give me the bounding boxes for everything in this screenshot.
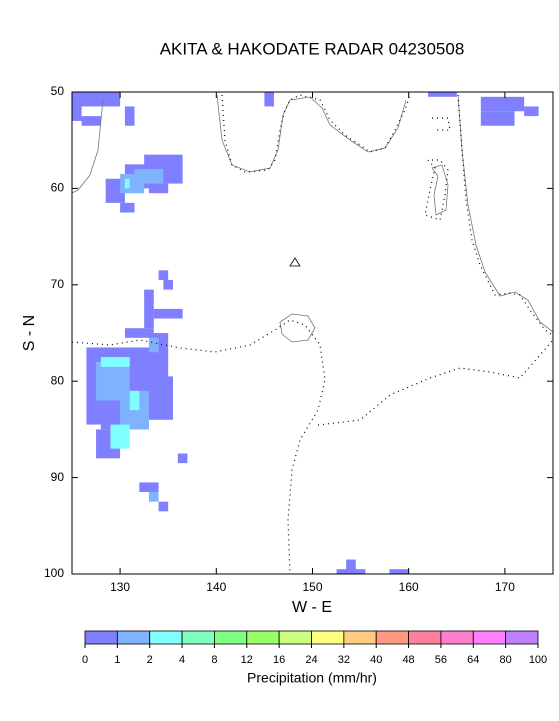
- precip-cell: [124, 106, 135, 126]
- colorbar-tick-label: 56: [435, 654, 447, 666]
- precip-cell: [177, 453, 188, 464]
- colorbar-swatch: [116, 630, 151, 645]
- precip-cell: [139, 482, 159, 493]
- colorbar-swatch: [440, 630, 474, 645]
- precip-cell: [124, 178, 130, 189]
- coastline: [431, 164, 449, 216]
- colorbar-swatch: [278, 630, 312, 645]
- colorbar-tick-label: 64: [467, 654, 479, 666]
- precip-cell: [72, 106, 82, 121]
- colorbar-tick-label: 2: [147, 654, 153, 666]
- coastline: [216, 94, 407, 173]
- colorbar-tick-label: 12: [241, 654, 253, 666]
- cells: [72, 92, 539, 574]
- precip-cell: [346, 559, 356, 574]
- precip-cell: [427, 92, 457, 97]
- y-tick-label: 50: [51, 84, 65, 98]
- y-tick-label: 80: [51, 373, 65, 387]
- x-tick-label: 170: [495, 580, 515, 594]
- precip-cell: [264, 92, 275, 107]
- colorbar-swatch: [181, 630, 215, 645]
- colorbar-tick-label: 40: [370, 654, 382, 666]
- precip-cell: [144, 289, 154, 329]
- coastline: [71, 319, 326, 575]
- colorbar-swatch: [84, 630, 118, 645]
- radar-site: [289, 257, 301, 267]
- precip-cell: [480, 96, 525, 112]
- precip-cell: [158, 270, 169, 280]
- colorbar-tick-label: 80: [500, 654, 512, 666]
- x-tick-label: 160: [399, 580, 419, 594]
- x-tick-label: 150: [302, 580, 322, 594]
- x-tick-label: 140: [206, 580, 226, 594]
- colorbar-swatch: [505, 630, 539, 645]
- colorbar-swatch: [472, 630, 507, 645]
- y-axis-label: S - N: [21, 315, 38, 351]
- colorbar-tick-label: 0: [82, 654, 88, 666]
- precip-cell: [81, 116, 101, 126]
- x-axis-label: W - E: [292, 599, 332, 616]
- colorbar-swatch: [311, 630, 345, 645]
- y-tick-label: 70: [51, 277, 65, 291]
- precip-cell: [148, 183, 169, 194]
- coastline: [279, 313, 316, 343]
- precip-cell: [336, 569, 366, 574]
- precip-cell: [129, 390, 140, 411]
- colorbar-tick-label: 24: [305, 654, 317, 666]
- precip-cell: [158, 501, 169, 512]
- coastline: [317, 339, 554, 426]
- colorbar-swatch: [149, 630, 183, 645]
- coastlines: [71, 94, 554, 575]
- coastline: [221, 94, 411, 173]
- coastline: [432, 117, 451, 131]
- colorbar-tick-label: 100: [529, 654, 547, 666]
- precip-cell: [148, 492, 159, 502]
- colorbar-swatch: [214, 630, 248, 645]
- colorbar-tick-label: 8: [211, 654, 217, 666]
- precip-cell: [100, 357, 130, 367]
- colorbar-tick-label: 32: [338, 654, 350, 666]
- y-tick-label: 90: [51, 470, 65, 484]
- coastline: [457, 94, 554, 336]
- coastline: [457, 94, 554, 333]
- colorbar-swatch: [408, 630, 442, 645]
- colorbar-swatch: [375, 630, 409, 645]
- precip-cell: [524, 106, 539, 117]
- precip-cell: [120, 202, 135, 213]
- colorbar-swatch: [343, 630, 377, 645]
- precip-cell: [148, 337, 159, 353]
- colorbar-tick-label: 16: [273, 654, 285, 666]
- precip-cell: [153, 308, 183, 319]
- precip-cell: [389, 569, 409, 574]
- colorbar-swatch: [246, 630, 280, 645]
- chart-title: AKITA & HAKODATE RADAR 04230508: [160, 39, 465, 58]
- colorbar-tick-label: 4: [179, 654, 185, 666]
- precip-cell: [72, 92, 121, 107]
- precip-cell: [163, 279, 174, 290]
- colorbar-tick-label: 1: [114, 654, 120, 666]
- y-tick-label: 100: [44, 566, 64, 580]
- colorbar-tick-label: 48: [402, 654, 414, 666]
- colorbar-label: Precipitation (mm/hr): [247, 670, 377, 686]
- precip-cell: [480, 111, 515, 126]
- x-tick-label: 130: [110, 580, 130, 594]
- precip-cell: [110, 424, 130, 449]
- precip-cell: [124, 328, 154, 338]
- precip-cell: [134, 169, 164, 184]
- coastline: [71, 99, 104, 194]
- y-tick-label: 60: [51, 181, 65, 195]
